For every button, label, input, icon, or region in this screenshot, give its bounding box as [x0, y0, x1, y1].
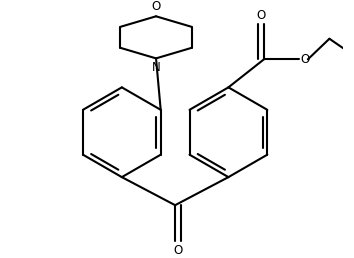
Text: N: N — [152, 61, 160, 74]
Text: O: O — [173, 244, 183, 256]
Text: O: O — [301, 53, 310, 66]
Text: O: O — [257, 9, 266, 22]
Text: O: O — [152, 1, 161, 13]
